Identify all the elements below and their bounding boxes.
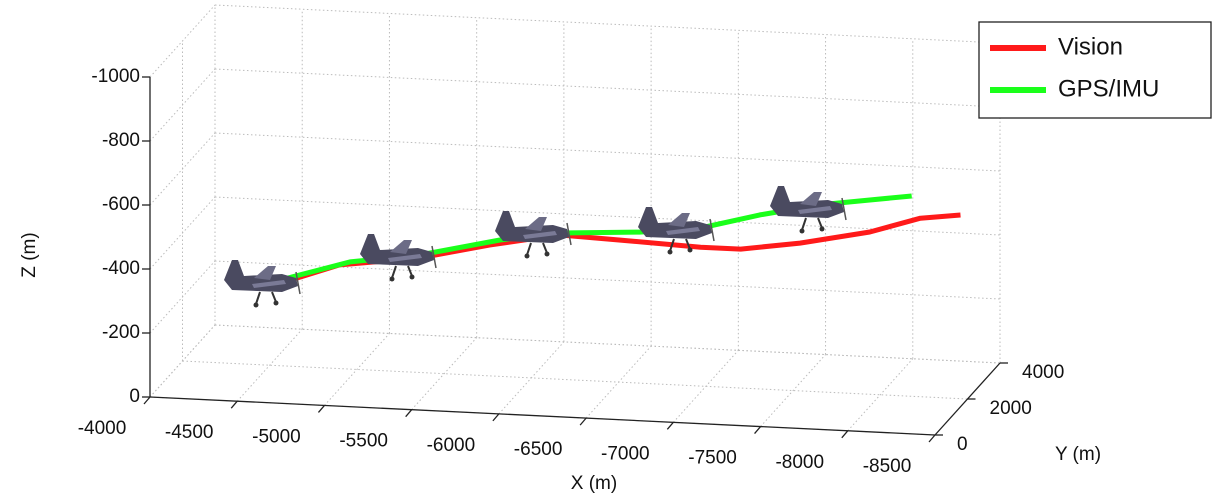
legend-label: GPS/IMU [1058, 75, 1159, 102]
grid-line [848, 359, 913, 431]
x-tick [493, 414, 499, 421]
grid-line [215, 133, 1000, 171]
z-tick-label: -600 [102, 194, 140, 215]
grid-line [215, 325, 1000, 363]
legend: Vision GPS/IMU [979, 22, 1211, 118]
grid-line [761, 355, 826, 427]
x-tick-label: -4000 [78, 418, 127, 439]
x-tick-label: -8000 [775, 452, 824, 473]
x-tick-label: -6000 [427, 435, 476, 456]
z-tick-label: -1000 [91, 66, 140, 87]
z-tick-label: -200 [102, 322, 140, 343]
grid-line [215, 5, 1000, 43]
x-tick [755, 427, 761, 434]
z-tick-label: -400 [102, 258, 140, 279]
y-tick-label: 4000 [1022, 362, 1064, 383]
axes: -4000-4500-5000-5500-6000-6500-7000-7500… [78, 66, 1065, 477]
x-axis-label: X (m) [571, 473, 617, 494]
aircraft-icon [224, 260, 300, 308]
aircraft-icon [770, 186, 846, 234]
x-tick [406, 410, 412, 417]
x-tick-label: -7500 [688, 448, 737, 469]
grid-line [673, 350, 738, 422]
z-tick-label: -800 [102, 130, 140, 151]
x-tick [929, 435, 935, 442]
x-tick-label: -5000 [252, 426, 301, 447]
legend-label: Vision [1058, 33, 1123, 60]
grid [150, 5, 1000, 435]
aircraft-icon [495, 211, 571, 259]
y-axis-label: Y (m) [1055, 444, 1101, 465]
x-tick-label: -8500 [863, 456, 912, 477]
x-tick [318, 405, 324, 412]
z-tick-label: 0 [129, 386, 140, 407]
x-tick [580, 418, 586, 425]
x-tick-label: -4500 [165, 422, 214, 443]
aircraft-icon [360, 234, 436, 282]
chart: -4000-4500-5000-5500-6000-6500-7000-7500… [0, 0, 1214, 501]
x-tick [144, 397, 150, 404]
x-tick-label: -6500 [514, 439, 563, 460]
z-axis-label: Z (m) [19, 232, 40, 277]
x-tick-label: -7000 [601, 443, 650, 464]
x-tick [842, 431, 848, 438]
grid-line [150, 5, 215, 77]
x-tick [231, 401, 237, 408]
y-tick-label: 2000 [990, 398, 1032, 419]
x-tick-label: -5500 [339, 431, 388, 452]
lines [275, 196, 961, 285]
grid-line [183, 361, 968, 399]
grid-line [412, 338, 477, 410]
grid-line [237, 329, 302, 401]
grid-line [324, 333, 389, 405]
grid-line [215, 69, 1000, 107]
y-tick-label: 0 [957, 434, 968, 455]
x-tick [667, 422, 673, 429]
